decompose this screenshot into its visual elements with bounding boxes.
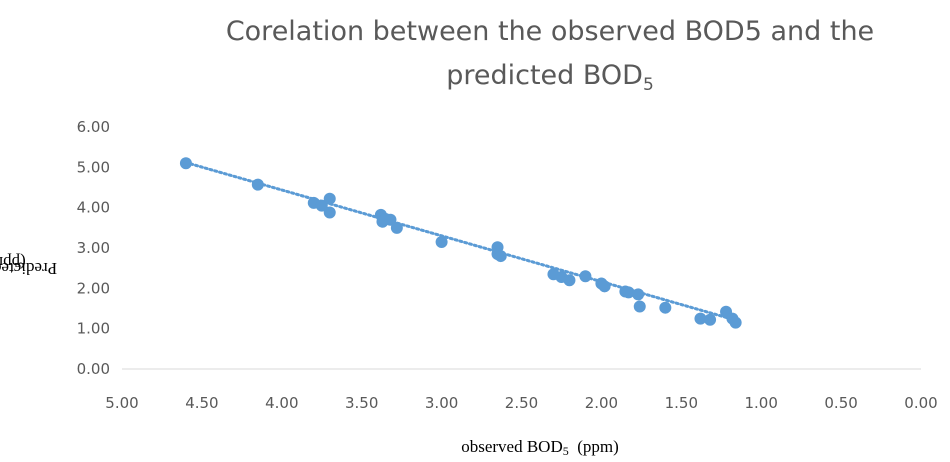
- x-tick-label: 5.00: [105, 394, 138, 412]
- x-axis-label-text: observed BOD: [461, 437, 563, 456]
- y-tick-label: 6.00: [77, 118, 110, 136]
- data-point: [694, 312, 707, 325]
- y-tick-label: 0.00: [77, 360, 110, 378]
- data-point: [633, 300, 646, 313]
- x-axis-label-unit: (ppm): [577, 437, 619, 456]
- x-tick-label: 4.50: [185, 394, 218, 412]
- x-tick-label: 2.50: [505, 394, 538, 412]
- x-tick-label: 0.50: [824, 394, 857, 412]
- trendline-path: [184, 160, 739, 323]
- data-point: [729, 316, 742, 329]
- x-tick-labels: 5.00 4.50 4.00 3.50 3.00 2.50 2.00 1.50 1.00 0.50…: [105, 394, 937, 412]
- data-point: [251, 178, 264, 191]
- data-point: [622, 286, 635, 299]
- x-tick-label: 1.00: [744, 394, 777, 412]
- chart-title-line1: Corelation between the observed BOD5 and…: [225, 16, 875, 47]
- x-tick-label: 0.00: [904, 394, 937, 412]
- x-axis-label: observed BOD5 (ppm): [360, 437, 720, 457]
- chart-title: Corelation between the observed BOD5 and…: [170, 10, 930, 98]
- x-tick-label: 3.00: [425, 394, 458, 412]
- x-tick-label: 2.00: [585, 394, 618, 412]
- chart-title-line2-text: predicted BOD: [446, 60, 643, 91]
- x-tick-label: 1.50: [665, 394, 698, 412]
- y-tick-label: 1.00: [77, 320, 110, 338]
- data-point: [704, 313, 717, 326]
- chart-title-line2: predicted BOD5: [170, 54, 930, 98]
- data-point: [323, 206, 336, 219]
- data-point: [563, 274, 576, 287]
- trendline: [184, 160, 739, 323]
- x-tick-label: 4.00: [265, 394, 298, 412]
- data-point: [315, 199, 328, 212]
- y-tick-label: 2.00: [77, 279, 110, 297]
- data-point: [390, 221, 403, 234]
- data-point: [494, 250, 507, 263]
- data-point: [659, 301, 672, 314]
- y-tick-label: 4.00: [77, 199, 110, 217]
- data-point: [323, 192, 336, 205]
- data-point: [598, 280, 611, 293]
- data-point: [579, 270, 592, 283]
- data-point: [632, 288, 645, 301]
- x-tick-label: 3.50: [345, 394, 378, 412]
- y-tick-label: 5.00: [77, 158, 110, 176]
- data-point: [384, 213, 397, 226]
- data-point: [435, 235, 448, 248]
- x-axis-label-subscript: 5: [562, 444, 569, 458]
- data-point: [179, 157, 192, 170]
- chart-title-subscript: 5: [642, 75, 654, 95]
- y-tick-label: 3.00: [77, 239, 110, 257]
- data-points: [179, 157, 742, 329]
- y-tick-labels: 0.00 1.00 2.00 3.00 4.00 5.00 6.00: [77, 118, 110, 378]
